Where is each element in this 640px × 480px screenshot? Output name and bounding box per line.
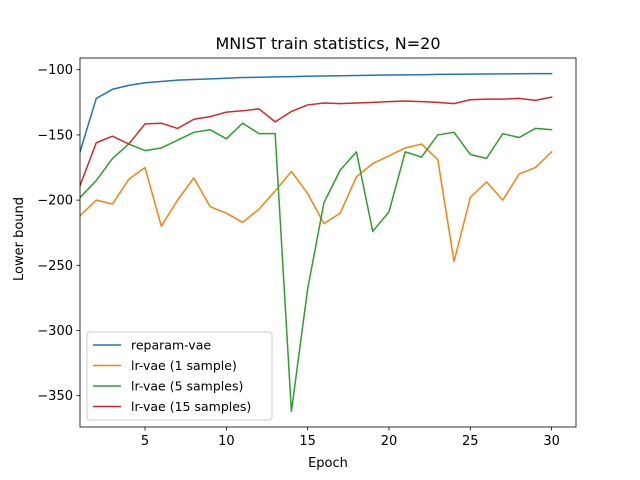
axes-frame [79,57,577,428]
series-line-1 [80,72,553,153]
legend: reparam-vae lr-vae (1 sample) lr-vae (5 sa… [86,331,273,421]
series-group [80,72,553,413]
chart-title: MNIST train statistics, N=20 [215,34,440,53]
y-tick-label: −250 [37,259,73,274]
x-tick-label: 5 [141,434,149,449]
y-tick-label: −300 [37,324,73,339]
y-tick-label: −100 [37,63,73,78]
series-line-3 [80,122,553,413]
y-axis-label: Lower bound [12,197,27,281]
x-tick-label: 20 [381,434,398,449]
x-tick-label: 15 [299,434,316,449]
x-axis-label: Epoch [308,456,348,471]
y-tick-label: −350 [37,389,73,404]
legend-label-3: lr-vae (5 samples) [131,379,243,394]
x-tick-label: 25 [462,434,479,449]
series-line-2 [80,143,553,263]
legend-label-4: lr-vae (15 samples) [131,399,251,414]
legend-box [86,331,273,421]
x-tick-label: 30 [543,434,560,449]
legend-label-2: lr-vae (1 sample) [131,358,237,373]
series-line-4 [80,96,553,187]
y-tick-label: −200 [37,194,73,209]
plot-area: 5 10 15 20 25 30 −100 −150 −200 −250 −300 −350 [37,57,577,449]
y-tick-label: −150 [37,128,73,143]
x-tick-label: 10 [218,434,235,449]
legend-label-1: reparam-vae [131,338,211,353]
